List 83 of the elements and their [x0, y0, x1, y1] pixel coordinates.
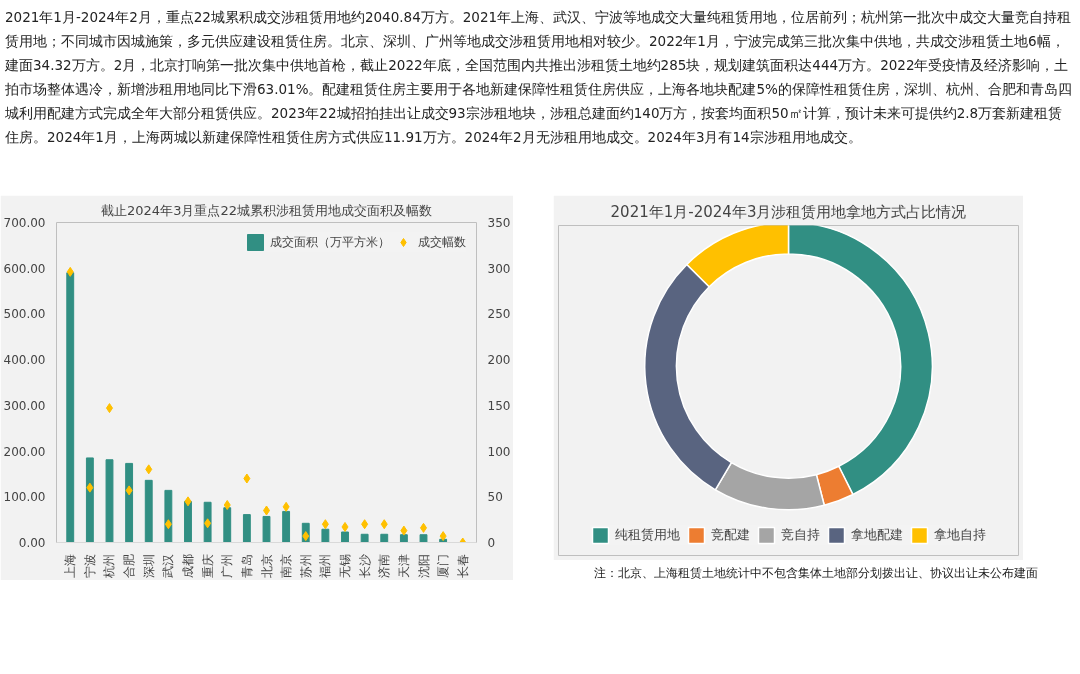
bar: [85, 457, 94, 543]
bar: [144, 479, 153, 543]
bar: [321, 528, 330, 543]
bar: [262, 515, 271, 543]
y-tick-label: 0.00: [18, 536, 46, 550]
point: [302, 531, 310, 542]
x-tick-label: 杭州: [102, 553, 117, 579]
bar: [380, 533, 389, 543]
chart-title: 截止2024年3月重点22城累积涉租赁用地成交面积及幅数: [101, 202, 432, 218]
bar: [125, 462, 134, 543]
point: [145, 464, 153, 475]
point: [223, 500, 231, 511]
chart-title: 2021年1月-2024年3月涉租赁用地拿地方式占比情况: [610, 202, 967, 221]
x-tick-label: 青岛: [239, 553, 254, 578]
y-tick-label: 200.00: [3, 444, 46, 459]
x-tick-label: 天津: [396, 553, 411, 578]
point: [66, 266, 74, 277]
x-tick-label: 福州: [318, 553, 333, 578]
point: [439, 531, 447, 542]
y-tick-label: 100.00: [3, 490, 46, 505]
y2-tick-label: 100: [487, 444, 511, 459]
x-tick-label: 厦门: [436, 553, 451, 578]
point: [86, 482, 94, 493]
bar: [419, 534, 428, 543]
bar: [282, 510, 291, 543]
legend-label: 竞配建: [711, 526, 750, 544]
x-tick-label: 武汉: [161, 553, 176, 578]
y-tick-label: 500.00: [3, 307, 46, 322]
legend-label: 竞自持: [781, 526, 820, 544]
point: [282, 501, 290, 512]
y2-tick-label: 200: [487, 353, 511, 368]
x-tick-label: 深圳: [141, 553, 156, 578]
y2-tick-label: 0: [487, 536, 496, 550]
y2-tick-label: 150: [487, 398, 511, 413]
y2-tick-label: 350: [487, 216, 511, 230]
point: [204, 518, 212, 529]
x-tick-label: 长春: [455, 553, 470, 578]
y-tick-label: 600.00: [3, 261, 46, 276]
x-tick-label: 宁波: [82, 553, 97, 578]
x-tick-label: 无锡: [338, 553, 352, 578]
x-tick-label: 南京: [279, 553, 294, 578]
bar: [360, 533, 369, 543]
text: 2021年1月-2024年2月，重点22城累积成交涉租赁用地约2040.84万方。2021年上海、武汉、宁波等地成交大量纯租赁用地，位居前列；杭州第一批次中成交大量竞自持租赁用地；不同城市因城施策，多元供应建设租赁住房。北京、深圳、广州等地成交涉租赁用地相对较少。2022年1月，宁波完成第三批次集中供地，共成交涉租赁土地6幅，建面34.32万方。2月，北京打响第一批次集中供地首枪，截止2022年底，全国范围内共推出涉租赁土地约285块，规划建筑面积达444万方。2022年受疫情及经济影响，土拍市场整体遇冷，新增涉租用地同比下滑63.01%。配建租赁住房主要用于各地新建保障性租赁住房供应，上海各地块配建5%的保障性租赁住房，深圳、杭州、合肥和青岛四城利用配建方式完成全年大部分租赁供应。2023年22城招拍挂出让成交93宗涉租地块，涉租总建面约140万方，按套均面积50㎡计算，预计未来可提供约2.8万套新建租赁住房。2024年1月，上海两城以新建保障性租赁住房方式供应11.91万方。2024年2月无涉租用地成交。2024年3月有14宗涉租用地成交。: [5, 8, 1073, 147]
y2-tick-label: 300: [487, 261, 511, 276]
x-tick-label: 长沙: [357, 553, 372, 578]
point: [380, 519, 388, 530]
bar: [341, 531, 349, 543]
y-tick-label: 400.00: [3, 353, 46, 368]
bar: [223, 507, 232, 543]
x-tick-label: 成都: [181, 553, 195, 578]
bar: [66, 272, 75, 543]
x-tick-label: 广州: [220, 553, 235, 578]
bar: [399, 534, 408, 543]
x-tick-label: 重庆: [200, 553, 215, 578]
x-tick-label: 北京: [259, 553, 274, 578]
point: [400, 525, 408, 536]
y2-tick-label: 50: [487, 490, 503, 505]
point: [105, 403, 113, 414]
legend-label: 成交面积（万平方米）: [270, 233, 390, 251]
point: [420, 522, 428, 533]
point: [321, 519, 329, 530]
bar: [184, 500, 192, 543]
bar: [105, 459, 114, 543]
point: [164, 519, 172, 530]
text: 注：北京、上海租赁土地统计中不包含集体土地部分划拨出让、协议出让未公布建面: [594, 565, 1038, 582]
legend-label: 成交幅数: [418, 233, 466, 251]
x-tick-label: 沈阳: [416, 553, 431, 578]
legend-label: 拿地配建: [851, 526, 903, 544]
x-tick-label: 济南: [377, 553, 392, 578]
y-tick-label: 700.00: [3, 216, 46, 230]
point: [361, 519, 369, 530]
point: [184, 496, 192, 507]
x-tick-label: 合肥: [122, 553, 137, 578]
bar: [242, 514, 251, 543]
point: [341, 521, 349, 532]
y-tick-label: 300.00: [3, 398, 46, 413]
x-tick-label: 苏州: [298, 553, 313, 578]
legend-label: 拿地自持: [934, 526, 986, 544]
point: [125, 485, 133, 496]
legend-label: 纯租赁用地: [615, 526, 680, 544]
point: [243, 473, 251, 484]
x-tick-label: 上海: [63, 553, 78, 578]
y2-tick-label: 250: [487, 307, 511, 322]
